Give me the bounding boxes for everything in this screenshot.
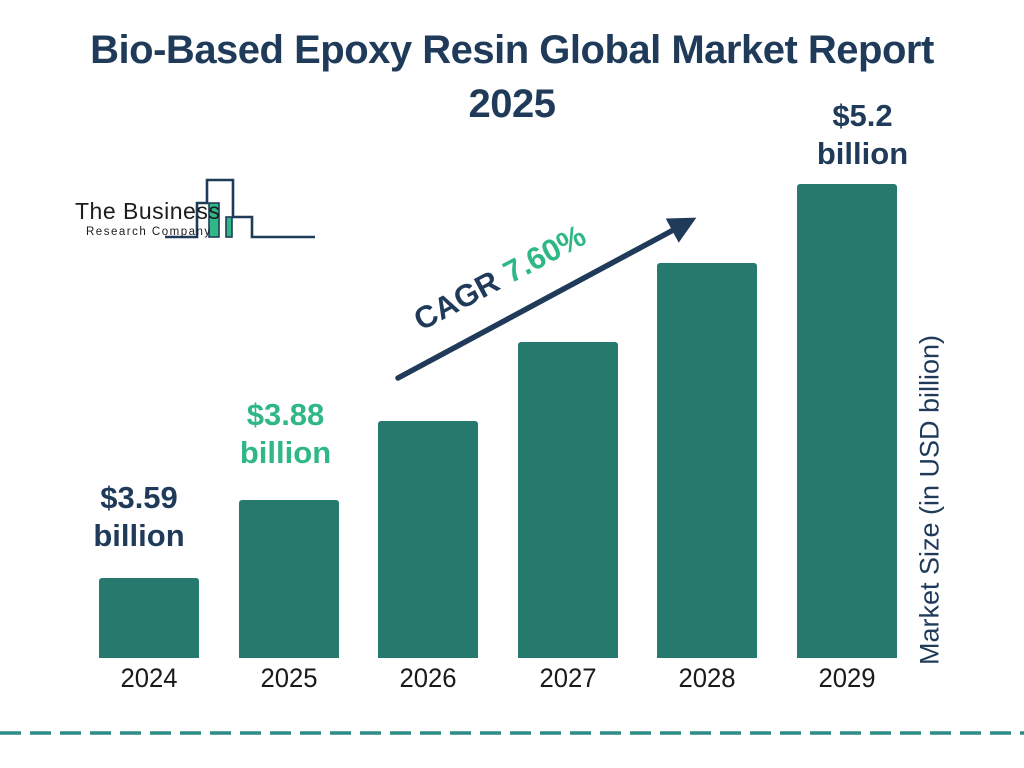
x-axis-label-2024: 2024: [120, 663, 178, 693]
chart-title-line1: Bio-Based Epoxy Resin Global Market Repo…: [90, 28, 934, 72]
logo-bar-chart-icon: [165, 178, 315, 239]
logo-company-subtitle: Research Company: [86, 226, 212, 238]
value-label-2024: $3.59 billion: [93, 480, 185, 553]
cagr-trend-arrow: [395, 217, 697, 381]
bar-2029: [796, 184, 897, 658]
x-axis-label-2025: 2025: [259, 663, 318, 693]
logo-company-name: The Business: [75, 198, 221, 224]
company-logo: The Business Research Company: [75, 176, 335, 246]
chart-title-line2: 2025: [468, 82, 556, 126]
chart-title: Bio-Based Epoxy Resin Global Market Repo…: [0, 23, 1024, 131]
bar-2027: [517, 342, 618, 658]
bottom-dashed-divider: [0, 731, 1024, 735]
value-label-2025: $3.88 billion: [239, 397, 332, 470]
x-axis-label-2027: 2027: [538, 663, 597, 693]
x-axis-label-2029: 2029: [817, 663, 876, 693]
bar-2025: [238, 500, 339, 658]
value-label-2029: $5.2 billion: [816, 98, 909, 171]
x-axis-label-2026: 2026: [399, 663, 457, 693]
logo-text: The Business Research Company: [75, 198, 220, 238]
bar-2026: [378, 421, 478, 658]
y-axis-label: Market Size (in USD billion): [914, 334, 945, 666]
bar-2028: [657, 263, 757, 658]
x-axis-label-2028: 2028: [678, 663, 736, 693]
bar-2024: [99, 578, 199, 658]
